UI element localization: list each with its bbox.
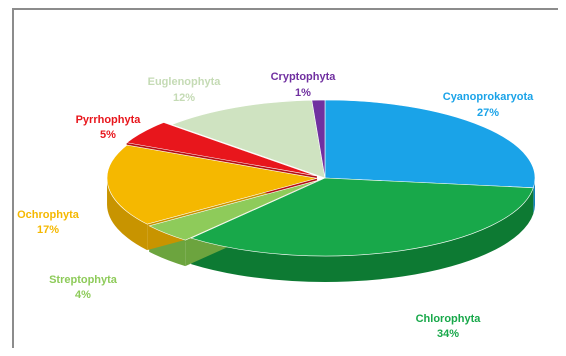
slice-cyanoprokaryota bbox=[324, 99, 536, 189]
value-label-chlorophyta: 34% bbox=[437, 328, 459, 340]
label-ochrophyta: Ochrophyta bbox=[17, 209, 80, 221]
value-label-streptophyta: 4% bbox=[75, 289, 91, 301]
slice-cryptophyta bbox=[311, 99, 326, 179]
slice-side-cyanoprokaryota bbox=[533, 178, 535, 214]
slice-pyrrhophyta bbox=[126, 122, 317, 177]
label-pyrrhophyta: Pyrrhophyta bbox=[76, 114, 142, 126]
label-cyanoprokaryota: Cyanoprokaryota bbox=[443, 91, 534, 103]
value-label-pyrrhophyta: 5% bbox=[100, 129, 116, 141]
label-chlorophyta: Chlorophyta bbox=[416, 313, 482, 325]
value-label-ochrophyta: 17% bbox=[37, 224, 59, 236]
label-euglenophyta: Euglenophyta bbox=[148, 76, 222, 88]
slice-side-ochrophyta bbox=[107, 178, 148, 251]
slice-ochrophyta bbox=[106, 144, 318, 225]
slice-euglenophyta bbox=[171, 99, 326, 179]
pie-tops bbox=[106, 99, 536, 257]
slice-side-chlorophyta bbox=[191, 187, 534, 282]
pie-labels: Cyanoprokaryota 27% Chlorophyta 34% Streptop… bbox=[17, 71, 534, 340]
slice-streptophyta bbox=[148, 179, 320, 241]
value-label-euglenophyta: 12% bbox=[173, 92, 195, 104]
value-label-cyanoprokaryota: 27% bbox=[477, 107, 499, 119]
value-label-cryptophyta: 1% bbox=[295, 87, 311, 99]
slice-chlorophyta bbox=[190, 177, 534, 257]
label-streptophyta: Streptophyta bbox=[49, 274, 118, 286]
label-cryptophyta: Cryptophyta bbox=[271, 71, 337, 83]
